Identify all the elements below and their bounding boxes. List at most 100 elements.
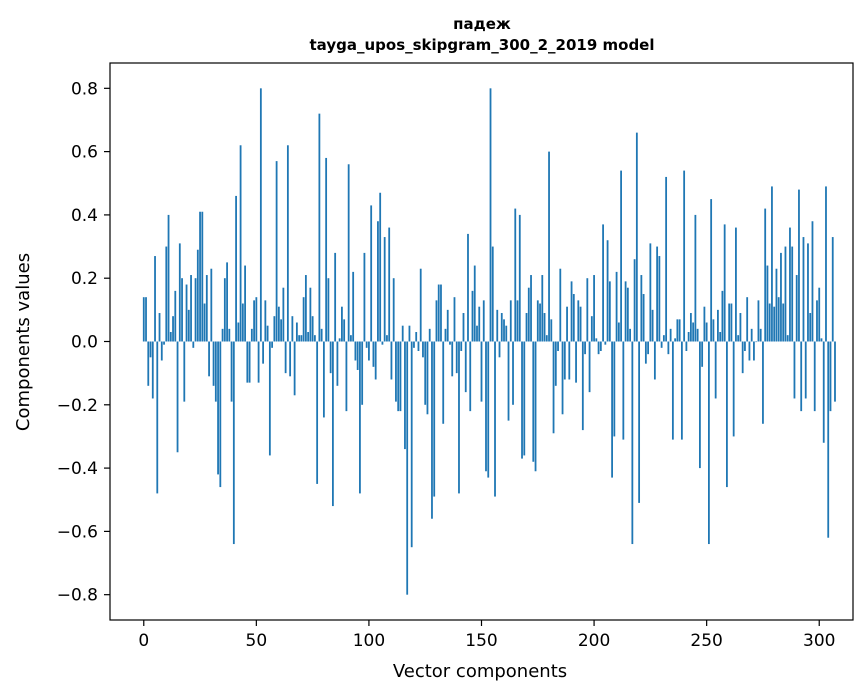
bar bbox=[579, 306, 582, 342]
bar bbox=[726, 341, 728, 488]
bar bbox=[482, 300, 485, 342]
bar bbox=[250, 328, 253, 342]
bar bbox=[332, 341, 334, 507]
bar bbox=[728, 303, 731, 342]
bar bbox=[309, 287, 312, 342]
bar bbox=[381, 341, 384, 345]
x-tick-label: 100 bbox=[353, 631, 385, 651]
bar bbox=[692, 322, 695, 342]
bar bbox=[780, 252, 782, 342]
bar bbox=[543, 313, 546, 342]
bar bbox=[647, 341, 650, 355]
bar bbox=[223, 278, 226, 342]
bar bbox=[350, 335, 352, 342]
bar bbox=[509, 300, 512, 342]
bar bbox=[437, 284, 440, 342]
bar bbox=[771, 186, 773, 342]
bar bbox=[775, 268, 778, 342]
bar bbox=[516, 300, 519, 342]
bar bbox=[442, 341, 445, 424]
bar bbox=[176, 341, 179, 453]
bar bbox=[523, 341, 526, 456]
bar bbox=[545, 335, 548, 342]
bars-group bbox=[142, 88, 836, 595]
bar bbox=[145, 297, 147, 342]
x-axis-label: Vector components bbox=[393, 661, 567, 682]
bar bbox=[181, 278, 183, 342]
bar bbox=[741, 341, 744, 374]
bar bbox=[827, 341, 830, 538]
bar bbox=[789, 227, 791, 342]
bar bbox=[205, 275, 208, 342]
bar bbox=[777, 297, 780, 342]
bar bbox=[273, 316, 276, 342]
bar bbox=[311, 316, 314, 342]
bar bbox=[586, 278, 589, 342]
y-tick-label: −0.4 bbox=[57, 459, 98, 479]
bar bbox=[723, 224, 726, 342]
bar bbox=[368, 341, 370, 361]
bar bbox=[764, 208, 767, 342]
bar bbox=[813, 341, 816, 412]
bar bbox=[183, 341, 186, 402]
bar bbox=[248, 341, 251, 383]
bar bbox=[500, 313, 503, 342]
bar bbox=[467, 233, 469, 342]
bar bbox=[343, 319, 346, 342]
bar bbox=[449, 341, 451, 345]
bar bbox=[417, 341, 420, 351]
bar bbox=[347, 164, 350, 342]
bar bbox=[370, 205, 373, 342]
bar bbox=[271, 341, 274, 348]
bar bbox=[834, 341, 836, 402]
bar bbox=[293, 341, 296, 396]
bar bbox=[142, 297, 145, 342]
bar bbox=[527, 287, 530, 342]
bar bbox=[264, 300, 267, 342]
bar bbox=[732, 341, 735, 437]
bar bbox=[561, 341, 564, 415]
bar bbox=[676, 319, 679, 342]
bar bbox=[383, 237, 386, 342]
x-tick-label: 200 bbox=[578, 631, 610, 651]
bar bbox=[795, 275, 798, 342]
bar bbox=[172, 316, 174, 342]
bar bbox=[291, 316, 294, 342]
bar bbox=[397, 341, 400, 412]
bar bbox=[816, 300, 818, 342]
bar bbox=[404, 341, 406, 450]
bar bbox=[478, 306, 481, 342]
bar bbox=[514, 208, 517, 342]
bar bbox=[426, 341, 429, 415]
bar bbox=[660, 341, 663, 348]
bar bbox=[496, 309, 499, 342]
bar bbox=[494, 341, 496, 497]
bar bbox=[230, 341, 233, 402]
bar bbox=[386, 335, 388, 342]
bar bbox=[629, 328, 631, 342]
bar bbox=[705, 322, 708, 342]
bar bbox=[525, 313, 528, 342]
bar bbox=[169, 332, 172, 342]
bar bbox=[622, 341, 625, 440]
bar bbox=[320, 328, 323, 342]
y-tick-label: −0.8 bbox=[57, 586, 98, 606]
bar bbox=[212, 341, 215, 386]
bar bbox=[219, 341, 222, 488]
bar bbox=[748, 341, 751, 361]
bar bbox=[572, 294, 575, 342]
y-tick-label: −0.2 bbox=[57, 396, 98, 416]
bar bbox=[662, 335, 665, 342]
bar bbox=[280, 319, 283, 342]
bar bbox=[570, 281, 573, 342]
bar bbox=[825, 186, 827, 342]
bar bbox=[422, 341, 424, 358]
bar bbox=[638, 341, 641, 503]
bar bbox=[750, 328, 753, 342]
bar bbox=[327, 278, 330, 342]
bar bbox=[174, 290, 177, 342]
bar bbox=[831, 237, 834, 342]
bar bbox=[613, 341, 616, 437]
bar bbox=[190, 275, 192, 342]
bar bbox=[644, 341, 647, 364]
